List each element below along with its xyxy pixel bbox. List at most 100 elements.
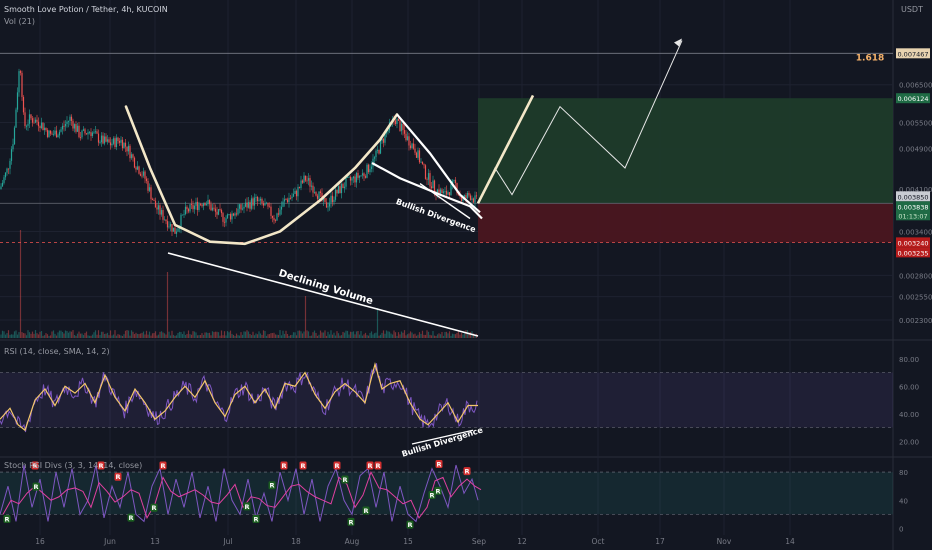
candle-body [471, 198, 473, 200]
candle-body [270, 206, 272, 216]
candle-body [385, 131, 388, 134]
volume-bar [322, 332, 325, 338]
candle-body [10, 149, 13, 161]
price-tick-label: 0.002550 [899, 294, 932, 302]
candle-body [325, 202, 328, 208]
candle-body [76, 125, 79, 132]
symbol-title[interactable]: Smooth Love Potion / Tether, 4h, KUCOIN [4, 5, 168, 14]
volume-bar [204, 332, 206, 338]
volume-bar [187, 330, 190, 338]
candle-body [160, 210, 163, 215]
volume-bar [328, 334, 331, 338]
candle-body [241, 208, 244, 210]
volume-bar [181, 334, 184, 338]
volume-bar [456, 332, 458, 338]
volume-bar [367, 335, 370, 338]
candle-body [288, 197, 290, 203]
volume-bar [180, 332, 182, 338]
rsi-legend[interactable]: RSI (14, close, SMA, 14, 2) [4, 347, 110, 356]
signal-label: R [32, 462, 37, 470]
candle-body [253, 197, 256, 206]
volume-bar [277, 334, 280, 338]
volume-bar [276, 334, 278, 338]
volume-bar [457, 330, 460, 338]
candle-body [412, 143, 415, 149]
candle-body [283, 199, 286, 202]
candle-body [12, 144, 14, 150]
volume-bar [336, 331, 338, 338]
stoch-band [0, 472, 893, 515]
candle-body [255, 196, 257, 198]
volume-legend[interactable]: Vol (21) [4, 17, 35, 26]
target-price-badge-bg [896, 48, 930, 59]
rsi-divergence-line [411, 429, 474, 445]
volume-bar [112, 334, 115, 338]
candle-body [81, 130, 83, 138]
candle-body [96, 131, 98, 134]
profit-zone [478, 98, 893, 204]
volume-bar [409, 331, 412, 338]
candle-body [55, 130, 58, 138]
candle-body [315, 192, 317, 196]
candle-body [228, 214, 230, 215]
signal-label: R [367, 462, 372, 470]
bullish-signal: R [362, 506, 370, 515]
volume-bar [267, 334, 269, 338]
candle-body [360, 175, 362, 177]
volume-bar [19, 230, 22, 338]
volume-bar [25, 335, 28, 338]
volume-bar [54, 333, 56, 338]
price-tick-label: 0.006500 [899, 82, 932, 90]
candle-body [355, 172, 358, 183]
volume-bar [327, 331, 329, 338]
volume-bar [435, 335, 437, 338]
volume-bar [255, 333, 257, 338]
candle-body [225, 218, 227, 223]
volume-bar [111, 335, 113, 338]
candle-body [304, 175, 307, 181]
volume-bar [34, 330, 37, 338]
volume-bar [145, 330, 148, 338]
projection-arrowhead [674, 38, 682, 47]
volume-bar [64, 330, 67, 338]
candle-body [289, 197, 292, 199]
candle-body [280, 206, 283, 210]
candle-body [472, 198, 475, 203]
volume-bar [433, 335, 436, 338]
candle-body [163, 219, 166, 221]
volume-bar [376, 308, 379, 338]
bullish-signal: R [32, 482, 40, 491]
candle-body [420, 161, 422, 163]
volume-bar [394, 332, 397, 338]
signal-badge [31, 461, 39, 470]
candle-body [207, 200, 209, 205]
bullish-signal: R [406, 520, 414, 529]
volume-bar [447, 333, 449, 338]
bearish-signal: R [31, 461, 39, 470]
volume-bar [154, 331, 157, 338]
volume-bar [330, 330, 332, 338]
candle-body [442, 191, 445, 194]
candle-body [265, 202, 268, 204]
volume-bar [361, 335, 364, 338]
stoch-k-line [0, 464, 479, 523]
volume-bar [397, 332, 400, 338]
volume-bar [304, 296, 307, 338]
volume-bar [342, 331, 344, 338]
candle-body [363, 173, 365, 177]
candle-body [19, 71, 22, 73]
signal-label: R [407, 521, 412, 529]
candle-body [1, 182, 4, 187]
candle-body [63, 125, 65, 127]
candle-body [322, 198, 325, 201]
candle-body [460, 196, 463, 202]
signal-badge [435, 460, 443, 469]
volume-bar [453, 334, 455, 338]
volume-bar [369, 332, 371, 338]
volume-bar [354, 334, 356, 338]
volume-bar [388, 331, 391, 338]
stoch-legend[interactable]: Stoch RSI Divs (3, 3, 14, 14, close) [4, 461, 143, 470]
candle-body [316, 195, 319, 199]
volume-bar [108, 335, 110, 338]
